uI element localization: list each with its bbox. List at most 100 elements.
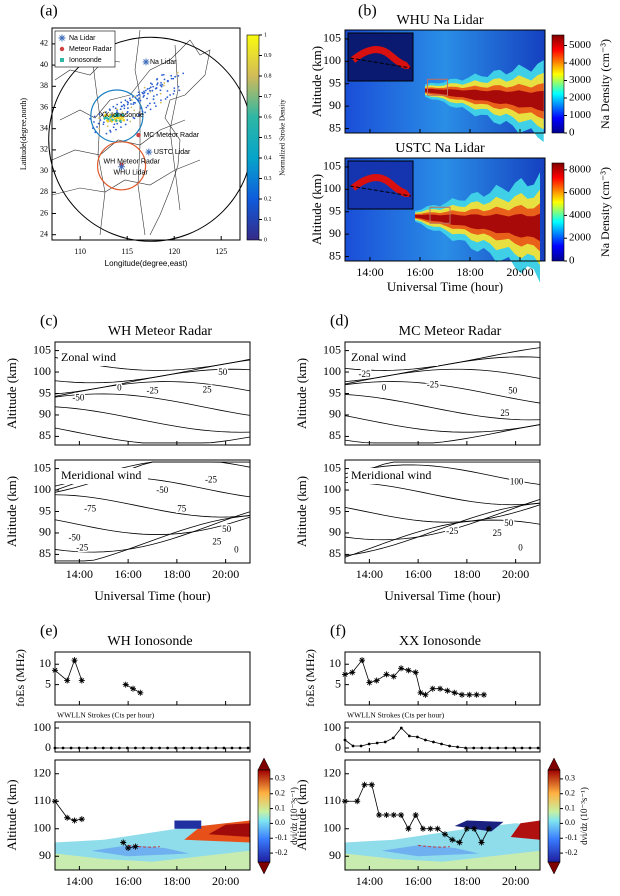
contour-label: 50 bbox=[222, 524, 232, 534]
y-tick-label: 0 bbox=[335, 740, 341, 754]
stroke-dot bbox=[145, 106, 148, 109]
contour bbox=[344, 394, 541, 421]
marker bbox=[206, 746, 210, 750]
panel-title: XX Ionosonde bbox=[399, 634, 481, 649]
stroke-dot bbox=[128, 97, 131, 100]
x-tick-label: 16:00 bbox=[406, 265, 433, 279]
marker bbox=[427, 825, 434, 832]
marker bbox=[441, 831, 448, 838]
border bbox=[59, 39, 191, 121]
stroke-dot bbox=[152, 95, 155, 98]
x-axis-label: Universal Time (hour) bbox=[94, 588, 210, 603]
x-tick-label: 125 bbox=[215, 247, 227, 256]
stroke-dot bbox=[137, 91, 140, 94]
colorbar-tick-label: 0 bbox=[264, 237, 267, 243]
marker bbox=[472, 746, 476, 750]
trace bbox=[345, 784, 490, 844]
stroke-dot bbox=[163, 84, 165, 87]
stroke-dot bbox=[172, 92, 175, 95]
marker bbox=[145, 148, 153, 156]
stroke-dot bbox=[164, 98, 167, 100]
marker bbox=[343, 738, 347, 742]
stroke-dot bbox=[123, 107, 126, 110]
marker bbox=[375, 741, 379, 745]
marker bbox=[359, 744, 363, 748]
stroke-dot bbox=[119, 117, 123, 120]
y-tick-label: 105 bbox=[323, 342, 341, 356]
marker bbox=[429, 685, 436, 692]
stroke-dot bbox=[144, 111, 147, 114]
stroke-dot bbox=[146, 88, 149, 90]
marker bbox=[125, 845, 132, 851]
contour bbox=[54, 406, 251, 433]
marker bbox=[376, 812, 383, 818]
stroke-dot bbox=[120, 126, 122, 129]
stroke-dot bbox=[102, 123, 105, 126]
contour bbox=[344, 381, 541, 404]
trace-dashed bbox=[128, 844, 160, 848]
gradient-field bbox=[55, 850, 250, 870]
title-bg bbox=[348, 350, 438, 366]
colorbar-tick-label: 0.5 bbox=[264, 135, 272, 141]
contour bbox=[54, 393, 251, 416]
panel-label: (c) bbox=[40, 313, 58, 330]
colorbar bbox=[551, 162, 565, 262]
y-axis-label: Altitude (km) bbox=[294, 476, 309, 547]
y-tick-label: 0 bbox=[45, 740, 51, 754]
x-tick-label: 14:00 bbox=[66, 567, 93, 581]
border bbox=[149, 39, 211, 236]
marker bbox=[351, 744, 355, 748]
contour-label: -75 bbox=[84, 504, 96, 514]
stroke-dot bbox=[161, 83, 164, 86]
stroke-dot bbox=[120, 101, 123, 104]
y-tick-label: 5 bbox=[45, 676, 51, 690]
stroke-dot bbox=[126, 119, 129, 121]
colorbar bbox=[547, 769, 561, 863]
marker bbox=[480, 691, 487, 698]
contour-label: 100 bbox=[510, 477, 524, 487]
stroke-dot bbox=[159, 101, 162, 104]
y-axis-label: Altitude (km) bbox=[294, 358, 309, 429]
marker bbox=[485, 825, 492, 832]
contour bbox=[344, 481, 541, 506]
stroke-dot bbox=[130, 103, 132, 105]
colorbar-tick-label: 4000 bbox=[569, 209, 592, 221]
marker bbox=[53, 746, 57, 750]
title-bg bbox=[58, 350, 148, 366]
x-tick-label: 20:00 bbox=[212, 874, 239, 888]
x-tick-label: 18:00 bbox=[163, 567, 190, 581]
marker bbox=[471, 825, 478, 832]
marker bbox=[132, 843, 139, 850]
x-tick-label: 14:00 bbox=[356, 874, 383, 888]
stroke-dot bbox=[139, 99, 142, 102]
y-tick-label: 105 bbox=[33, 342, 51, 356]
site-label: Na Lidar bbox=[150, 59, 177, 66]
colorbar-tick-label: 3000 bbox=[569, 74, 592, 86]
stroke-dot bbox=[143, 90, 145, 93]
y-tick-label: 120 bbox=[33, 766, 51, 780]
marker bbox=[166, 746, 170, 750]
y-tick-label: 10 bbox=[329, 656, 341, 670]
stroke-dot bbox=[133, 95, 136, 98]
stroke-dot bbox=[177, 85, 180, 88]
title-bg bbox=[348, 468, 438, 484]
contour bbox=[344, 519, 541, 558]
marker bbox=[412, 669, 419, 676]
axes-frame bbox=[54, 721, 251, 753]
y-tick-label: 26 bbox=[40, 208, 48, 217]
stroke-dot bbox=[148, 87, 151, 90]
contour bbox=[54, 381, 251, 397]
contour bbox=[344, 461, 540, 479]
legend-label: Meteor Radar bbox=[69, 46, 112, 53]
stroke-dot bbox=[151, 83, 154, 86]
stroke-dot bbox=[122, 104, 125, 106]
marker bbox=[520, 746, 524, 750]
marker bbox=[122, 681, 129, 688]
stroke-dot bbox=[130, 106, 133, 109]
subplot-title: WHU Na Lidar bbox=[396, 13, 483, 28]
na-layer bbox=[425, 88, 544, 112]
x-tick-label: 20:00 bbox=[502, 567, 529, 581]
x-tick-label: 115 bbox=[121, 247, 133, 256]
marker bbox=[78, 677, 85, 684]
stroke-dot bbox=[177, 74, 180, 77]
